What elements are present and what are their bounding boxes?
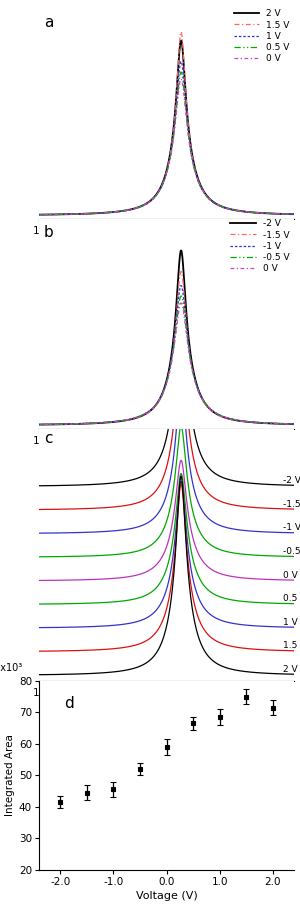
Text: -2 V: -2 V xyxy=(283,476,300,485)
Text: 2 V: 2 V xyxy=(283,665,298,674)
Text: d: d xyxy=(64,696,74,711)
Text: 1.5 V: 1.5 V xyxy=(283,641,300,651)
X-axis label: Voltage (V): Voltage (V) xyxy=(136,891,197,901)
Legend: 2 V, 1.5 V, 1 V, 0.5 V, 0 V: 2 V, 1.5 V, 1 V, 0.5 V, 0 V xyxy=(234,9,290,63)
Text: 80x10³: 80x10³ xyxy=(0,663,22,673)
Text: b: b xyxy=(44,226,54,240)
X-axis label: Chemical Shift (PPM): Chemical Shift (PPM) xyxy=(108,450,225,460)
Text: -0.5 V: -0.5 V xyxy=(283,547,300,556)
Legend: -2 V, -1.5 V, -1 V, -0.5 V, 0 V: -2 V, -1.5 V, -1 V, -0.5 V, 0 V xyxy=(230,219,290,274)
Text: -1 V: -1 V xyxy=(283,524,300,533)
Text: c: c xyxy=(44,431,52,447)
Text: -1.5 V: -1.5 V xyxy=(283,500,300,508)
Y-axis label: Integrated Area: Integrated Area xyxy=(5,735,15,816)
Text: a: a xyxy=(44,15,53,31)
X-axis label: Chemical Shift (PPM): Chemical Shift (PPM) xyxy=(108,702,225,712)
Text: 1 V: 1 V xyxy=(283,618,298,627)
X-axis label: Chemical Shift (PPM): Chemical Shift (PPM) xyxy=(108,240,225,250)
Text: 0 V: 0 V xyxy=(283,571,298,580)
Text: 0.5 V: 0.5 V xyxy=(283,594,300,603)
